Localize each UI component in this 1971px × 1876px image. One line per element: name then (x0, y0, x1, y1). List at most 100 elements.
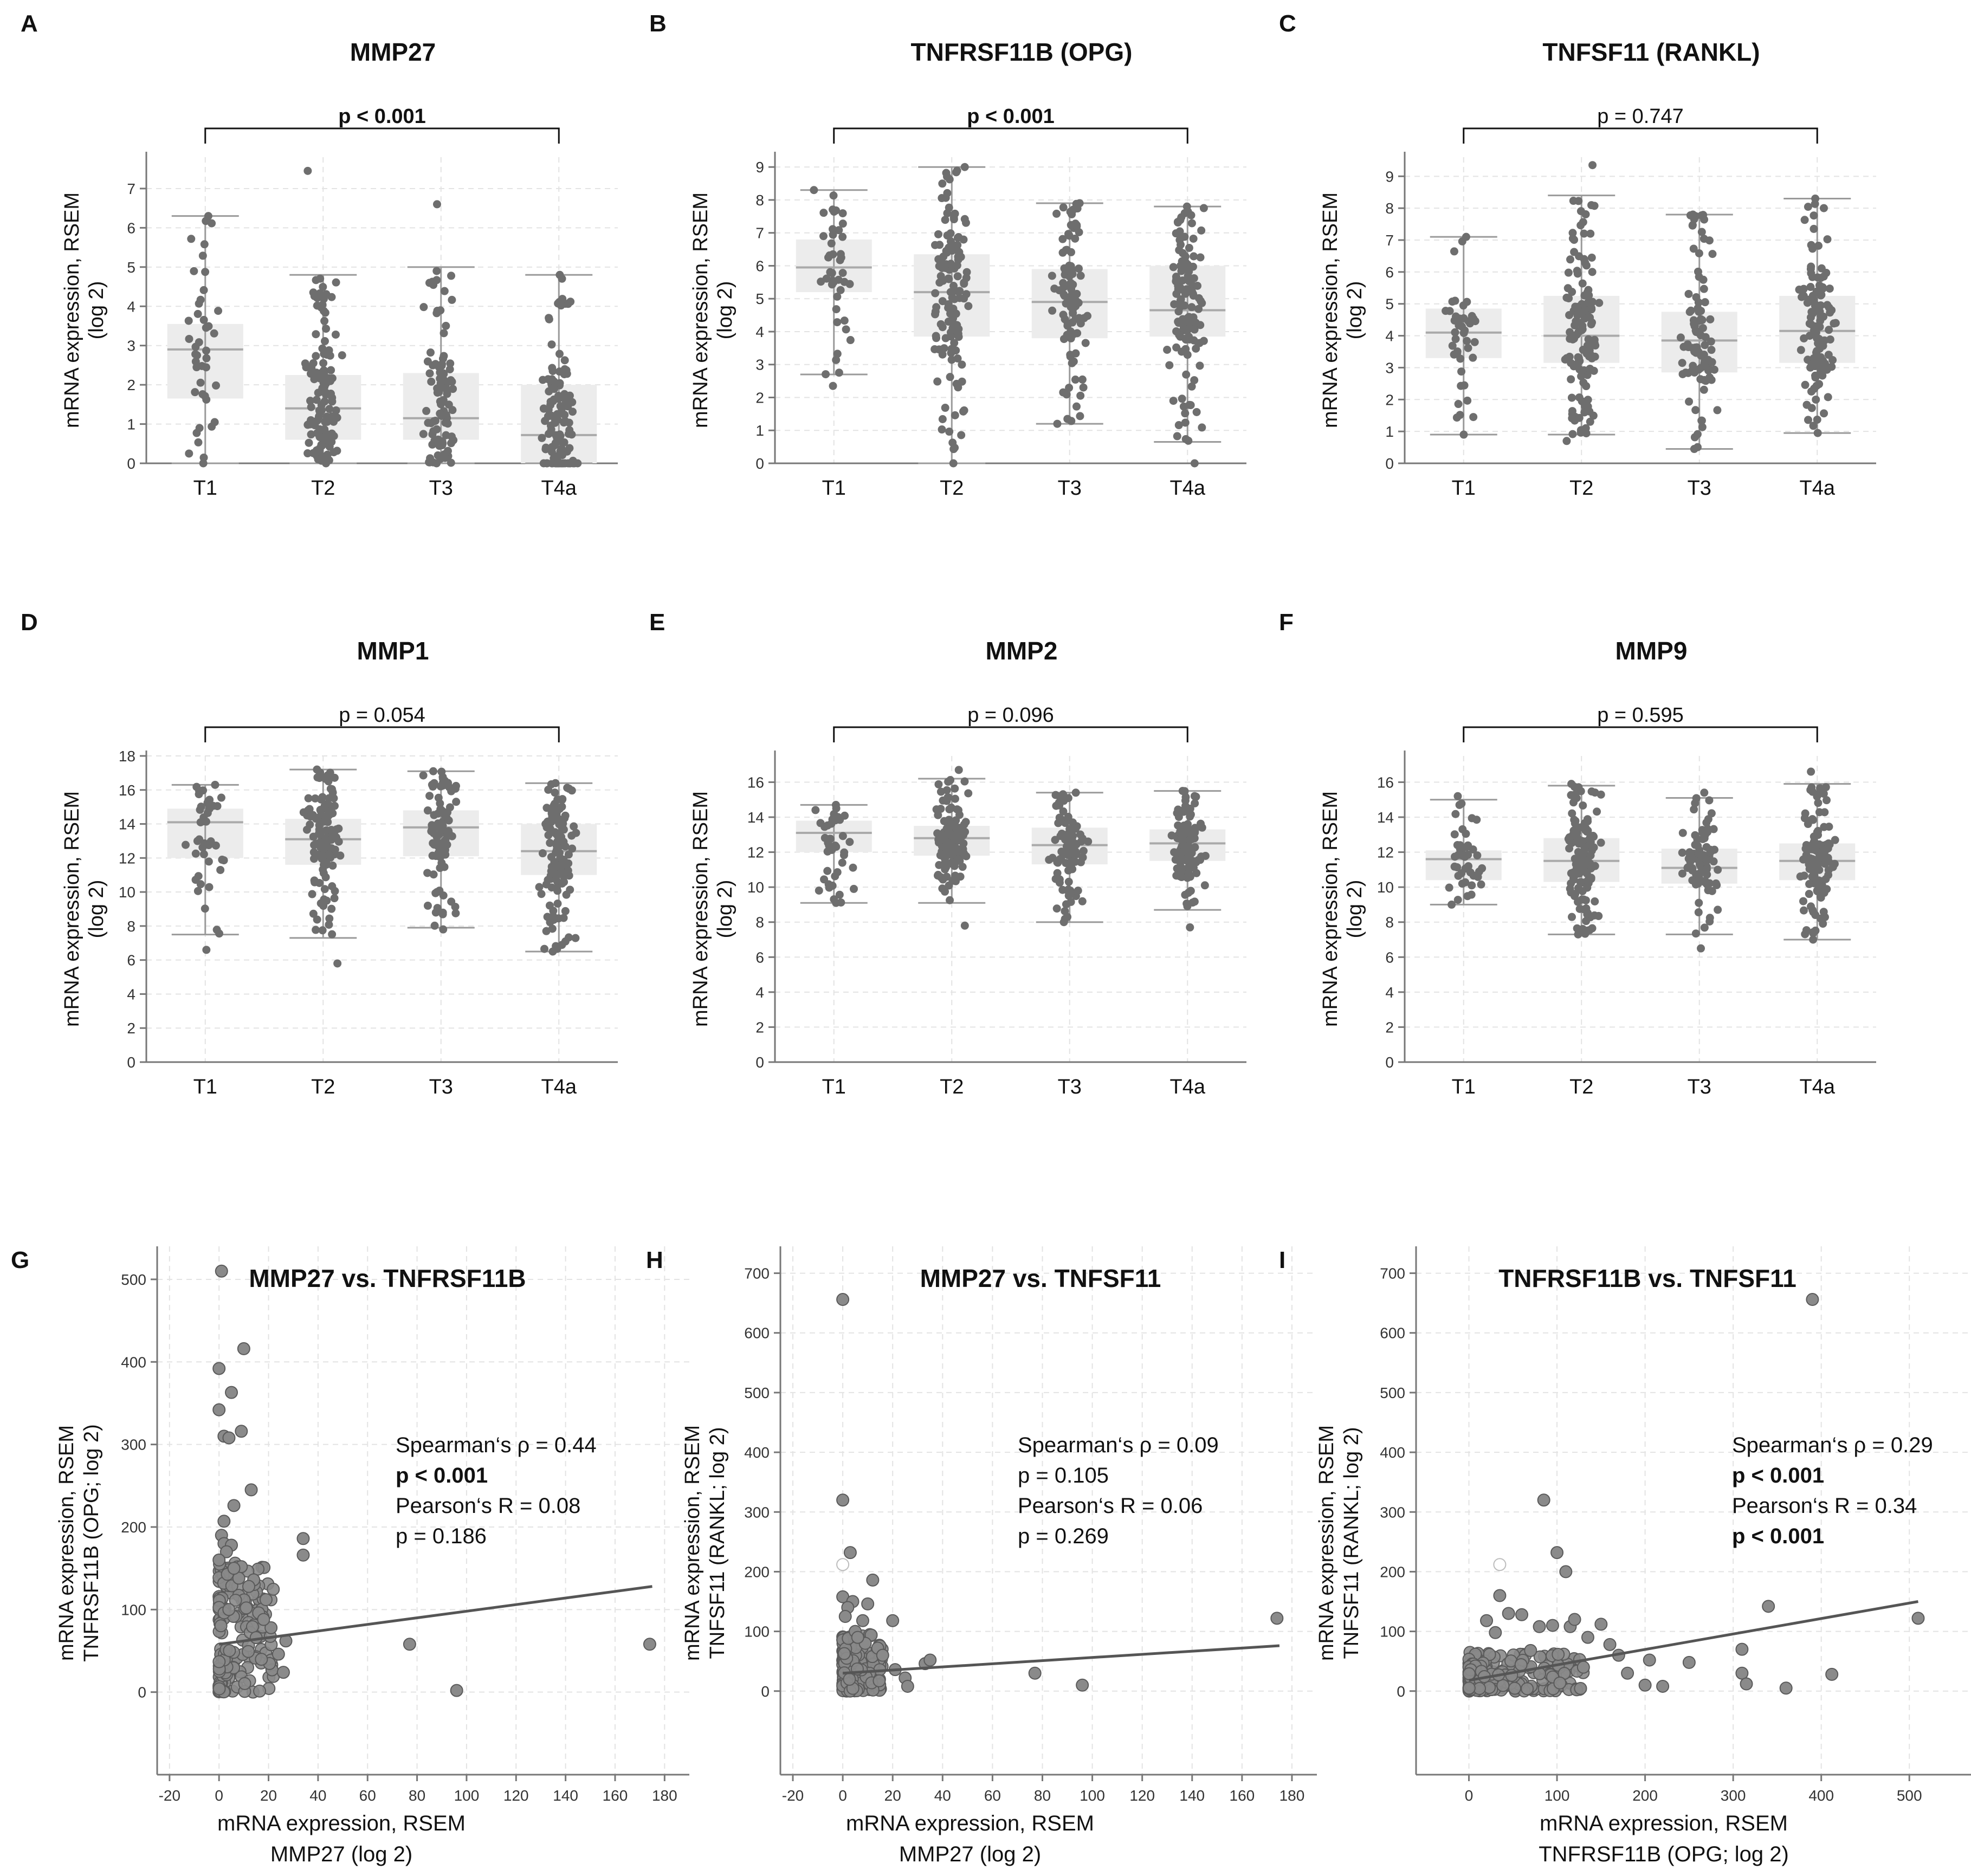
data-point (1167, 831, 1176, 840)
y-axis-label: mRNA expression, RSEM (61, 791, 83, 1027)
data-point (1052, 904, 1061, 913)
data-point (941, 404, 949, 412)
data-point (438, 397, 447, 406)
data-point (215, 929, 224, 938)
data-point (547, 852, 555, 861)
data-point (1058, 235, 1067, 243)
data-point (1689, 316, 1698, 325)
data-point (810, 186, 818, 195)
data-point (1707, 337, 1715, 346)
data-point (1801, 380, 1810, 389)
data-point (550, 385, 559, 393)
data-point (1690, 805, 1698, 814)
data-point (1710, 845, 1718, 854)
data-point (322, 417, 331, 426)
data-point (835, 226, 843, 235)
data-point (1709, 825, 1718, 833)
data-point (1580, 867, 1589, 876)
data-point (958, 360, 966, 369)
data-point (319, 865, 327, 874)
y-tick-label: 12 (747, 844, 764, 861)
data-point (1595, 299, 1604, 307)
data-point (196, 295, 205, 304)
data-point (832, 305, 841, 314)
data-point (1461, 878, 1470, 887)
y-tick-label: 6 (127, 219, 135, 236)
data-point (1682, 368, 1690, 377)
y-tick-label: 4 (1385, 328, 1394, 345)
data-point (1480, 1614, 1494, 1627)
data-point (950, 339, 959, 347)
data-point (838, 209, 847, 218)
data-point (923, 1653, 937, 1667)
y-tick-label: 10 (747, 879, 764, 896)
data-point (1819, 908, 1828, 916)
data-point (205, 883, 214, 891)
data-point (1621, 1666, 1634, 1680)
data-point (1580, 255, 1588, 263)
data-point (438, 439, 447, 448)
data-point (1190, 252, 1198, 261)
data-point (1587, 304, 1596, 313)
data-point (1591, 897, 1599, 905)
data-point (276, 1666, 290, 1679)
data-point (1808, 858, 1817, 867)
data-point (403, 1638, 416, 1651)
data-point (329, 448, 338, 457)
data-point (954, 766, 963, 774)
data-point (448, 295, 456, 304)
x-tick-label: T4a (1800, 477, 1836, 500)
data-point (214, 307, 223, 315)
data-point (451, 909, 460, 917)
x-axis-label: MMP27 (log 2) (899, 1842, 1041, 1866)
data-point (932, 303, 941, 312)
y-tick-label: 6 (127, 952, 135, 969)
data-point (1702, 377, 1710, 385)
data-point (1706, 315, 1715, 324)
data-point (419, 430, 428, 438)
data-point (302, 825, 311, 834)
data-point (1826, 335, 1834, 344)
data-point (1565, 836, 1574, 845)
x-tick-label: T1 (1452, 477, 1476, 500)
data-point (1707, 346, 1716, 354)
y-tick-label: 6 (1385, 264, 1394, 281)
data-point (1586, 417, 1594, 426)
data-point (951, 784, 959, 793)
data-point (212, 1553, 226, 1567)
data-point (1697, 851, 1705, 859)
data-point (1808, 292, 1817, 300)
data-point (851, 1631, 864, 1644)
data-point (204, 857, 213, 866)
y-tick-label: 0 (1385, 1054, 1394, 1071)
x-tick-label: T1 (1452, 1076, 1476, 1098)
data-point (1805, 865, 1814, 874)
data-point (945, 428, 954, 436)
data-point (1581, 826, 1590, 835)
data-point (320, 801, 329, 810)
data-point (1818, 785, 1826, 794)
data-point (1580, 229, 1588, 238)
data-point (1502, 1607, 1515, 1620)
y-tick-label: 6 (755, 949, 764, 966)
data-point (313, 915, 321, 924)
data-point (1689, 210, 1697, 219)
data-point (1695, 872, 1703, 881)
data-point (1703, 870, 1711, 879)
data-point (1174, 421, 1183, 430)
x-tick-label: T2 (940, 477, 964, 500)
y-tick-label: 18 (119, 748, 135, 765)
x-tick-label: T1 (822, 1076, 846, 1098)
data-point (442, 431, 450, 439)
data-point (311, 878, 319, 887)
data-point (222, 1431, 236, 1445)
data-point (1820, 889, 1828, 897)
data-point (1568, 913, 1576, 921)
data-point (1458, 322, 1466, 331)
data-point (539, 404, 548, 413)
panel-letter: A (21, 10, 38, 37)
stat-line: p = 0.186 (396, 1524, 487, 1548)
y-axis-label: mRNA expression, RSEM (681, 1425, 704, 1661)
data-point (199, 315, 208, 324)
